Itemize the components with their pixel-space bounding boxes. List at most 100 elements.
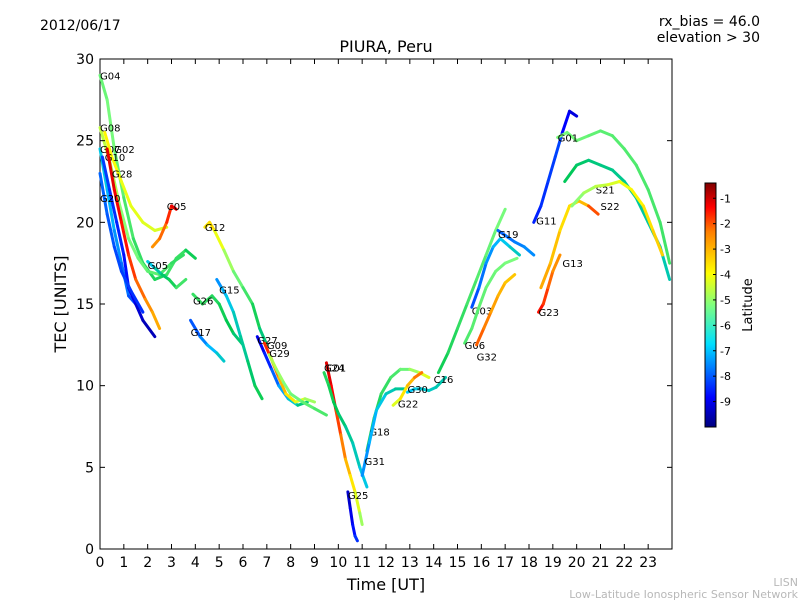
satellite-label: G26 [193, 297, 213, 308]
series-g11: G11 [532, 109, 579, 228]
trace-segment [353, 534, 359, 543]
series-c05: C05 [150, 202, 186, 249]
trace-segment [255, 335, 266, 355]
satellite-label: G25 [348, 491, 368, 502]
x-axis-label: Time [UT] [346, 575, 425, 594]
trace-segment [131, 237, 145, 265]
rx-bias-label: rx_bias = 46.0 [658, 14, 760, 30]
trace-segment [556, 131, 569, 139]
trace-segment [641, 204, 655, 232]
trace-segment [105, 98, 116, 151]
trace-segment [200, 294, 214, 306]
trace-segment [539, 261, 552, 290]
satellite-label: S22 [601, 202, 620, 213]
trace-segment [286, 397, 300, 407]
trace-segment [119, 220, 131, 257]
x-tick-label: 21 [592, 555, 610, 571]
series-g05: G05 [146, 260, 188, 290]
trace-segment [470, 286, 481, 309]
colorbar-tick-label: -8 [720, 370, 731, 383]
trace-segment [105, 212, 116, 249]
trace-segment [391, 397, 402, 407]
satellite-label: C01 [326, 364, 346, 375]
series-g26: G26 [191, 292, 245, 347]
trace-segment [484, 269, 498, 290]
trace-segment [129, 204, 145, 224]
trace-segment [339, 433, 347, 461]
series-g01: G01 [556, 129, 672, 265]
trace-segment [246, 359, 257, 388]
trace-segment [215, 351, 226, 363]
trace-segment [220, 286, 228, 298]
trace-segment [267, 353, 278, 371]
trace-segment [651, 229, 664, 257]
trace-segment [484, 229, 498, 257]
satellite-label: S21 [596, 186, 615, 197]
trace-segment [587, 204, 600, 216]
satellite-label: G31 [365, 457, 385, 468]
satellite-label: G28 [112, 169, 132, 180]
x-tick-label: 9 [310, 555, 319, 571]
trace-segment [324, 361, 333, 388]
x-tick-label: 22 [615, 555, 633, 571]
trace-segment [477, 286, 488, 309]
trace-segment [489, 294, 500, 314]
series-g28: G28 [105, 147, 162, 330]
trace-segment [405, 376, 417, 388]
trace-segment [353, 490, 362, 515]
series-c01: C01 [322, 364, 369, 489]
trace-segment [546, 155, 557, 183]
trace-segment [191, 292, 204, 306]
trace-segment [618, 180, 633, 192]
trace-segment [127, 253, 138, 281]
y-axis-label: TEC [UNITS] [51, 256, 70, 354]
trace-segment [560, 109, 572, 134]
trace-segment [217, 302, 228, 322]
trace-segment [110, 155, 123, 183]
x-tick-label: 11 [353, 555, 371, 571]
trace-segment [184, 248, 197, 260]
trace-segment [475, 327, 486, 347]
x-tick-label: 13 [401, 555, 419, 571]
trace-segment [482, 310, 493, 330]
trace-segment [470, 305, 481, 330]
trace-segment [508, 245, 521, 257]
trace-segment [610, 168, 626, 183]
trace-segment [143, 297, 154, 314]
trace-segment [398, 384, 409, 401]
x-tick-label: 4 [191, 555, 200, 571]
trace-segment [548, 229, 562, 265]
trace-segment [358, 465, 369, 489]
x-tick-label: 19 [544, 555, 562, 571]
colorbar-label: Latitude [741, 278, 756, 332]
trace-segment [348, 506, 355, 526]
colorbar-tick-label: -3 [720, 243, 731, 256]
trace-segment [456, 302, 469, 330]
satellite-label: G19 [498, 230, 518, 241]
series-g32: G32 [475, 273, 517, 363]
trace-segment [606, 180, 622, 187]
satellite-label: G04 [100, 71, 120, 82]
trace-segment [582, 184, 598, 195]
trace-segment [327, 384, 336, 404]
trace-segment [189, 318, 202, 339]
satellite-label: G01 [558, 133, 578, 144]
trace-segment [587, 158, 602, 167]
satellite-label: G22 [398, 400, 418, 411]
satellite-label: G29 [269, 349, 289, 360]
satellite-label: G05 [148, 261, 168, 272]
footer-lisn: LISN [773, 576, 798, 589]
satellite-label: G08 [100, 124, 120, 135]
colorbar [704, 182, 717, 428]
series-g19: G19 [496, 229, 536, 257]
trace-segment [277, 376, 288, 396]
trace-segment [262, 351, 274, 371]
satellite-label: G23 [539, 308, 559, 319]
x-tick-label: 20 [568, 555, 586, 571]
series-g30: G30 [405, 376, 448, 396]
trace-segment [105, 147, 116, 192]
trace-segment [358, 511, 364, 526]
y-tick-label: 0 [85, 542, 94, 558]
trace-segment [122, 196, 135, 241]
